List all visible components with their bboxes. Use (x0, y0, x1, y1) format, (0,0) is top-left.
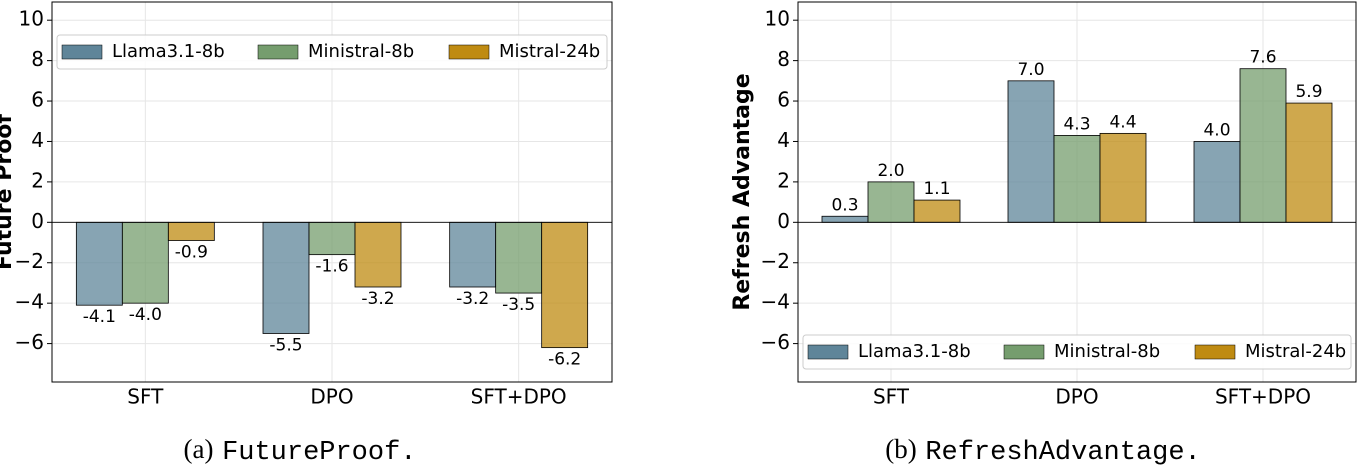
caption-label: (b) (885, 434, 916, 464)
caption-name: RefreshAdvantage. (925, 438, 1200, 467)
bar (913, 199, 961, 223)
y-tick-label: 8 (777, 47, 790, 71)
bar (354, 221, 402, 288)
bar (308, 221, 356, 256)
bar (121, 221, 169, 304)
y-tick-label: 4 (777, 128, 790, 152)
x-tick-label: SFT (873, 385, 910, 409)
bar (167, 221, 215, 241)
chart: −6 −4 −2 0 2 4 6 8 10 SFT DPO SFT+DPO -4.1 -5.5 -3.2 -4… (0, 1, 613, 467)
value-label: -4.0 (129, 305, 162, 325)
plot-frame (51, 1, 613, 383)
value-label: 7.0 (1017, 60, 1044, 80)
caption: (b) RefreshAdvantage. (885, 434, 1201, 467)
value-label: -0.9 (175, 243, 208, 263)
bar (262, 221, 310, 334)
value-label: -6.2 (548, 350, 581, 370)
legend-box (56, 34, 608, 70)
legend-swatch (1003, 344, 1045, 360)
bar (541, 221, 589, 349)
caption-name: FutureProof. (222, 438, 416, 467)
legend-swatch (1194, 344, 1236, 360)
y-tick-label: −6 (761, 330, 790, 354)
y-tick-label: −4 (15, 290, 44, 314)
y-tick-label: −2 (15, 249, 44, 273)
y-tick-label: 2 (31, 168, 44, 192)
bar (1007, 80, 1055, 223)
y-tick-label: 6 (777, 88, 790, 112)
legend-label: Ministral-8b (1054, 341, 1160, 362)
bar (75, 221, 123, 306)
bar (1193, 141, 1241, 223)
legend-label: Llama3.1-8b (112, 41, 225, 62)
y-tick-label: 10 (19, 7, 44, 31)
value-label: 2.0 (877, 161, 904, 181)
bar (1053, 135, 1101, 223)
y-tick-label: 4 (31, 128, 44, 152)
value-label: 4.3 (1063, 114, 1090, 134)
value-label: -1.6 (315, 257, 348, 277)
y-tick-label: −6 (15, 330, 44, 354)
x-tick-label: SFT (127, 385, 164, 409)
value-label: -5.5 (269, 335, 302, 355)
value-label: 0.3 (831, 195, 858, 215)
y-tick-label: 0 (31, 209, 44, 233)
legend-swatch (807, 344, 849, 360)
legend-swatch (257, 44, 299, 60)
legend-label: Llama3.1-8b (858, 341, 971, 362)
bar (867, 181, 915, 223)
value-label: -4.1 (83, 307, 116, 327)
y-tick-label: 0 (777, 209, 790, 233)
chart: −6 −4 −2 0 2 4 6 8 10 SFT DPO SFT+DPO 0.3 7.0 4.0 2.0 4.… (730, 1, 1357, 467)
y-tick-label: −4 (761, 290, 790, 314)
y-tick-label: −2 (761, 249, 790, 273)
bar (1285, 102, 1333, 223)
value-label: -3.2 (361, 289, 394, 309)
caption-label: (a) (184, 434, 214, 464)
bar (1239, 68, 1287, 223)
legend-swatch (61, 44, 103, 60)
value-label: 4.4 (1109, 112, 1136, 132)
bar (1099, 132, 1147, 223)
y-tick-label: 6 (31, 88, 44, 112)
legend-label: Mistral-24b (499, 41, 600, 62)
value-label: 5.9 (1295, 82, 1322, 102)
legend-label: Ministral-8b (308, 41, 414, 62)
y-tick-label: 2 (777, 168, 790, 192)
legend-swatch (448, 44, 490, 60)
value-label: -3.2 (456, 289, 489, 309)
bar (821, 215, 869, 223)
legend-box (802, 334, 1352, 370)
value-label: -3.5 (502, 295, 535, 315)
value-label: 4.0 (1203, 120, 1230, 140)
caption: (a) FutureProof. (184, 434, 417, 467)
value-label: 7.6 (1249, 48, 1276, 68)
bar (495, 221, 543, 294)
legend-label: Mistral-24b (1245, 341, 1346, 362)
x-tick-label: SFT+DPO (1215, 385, 1311, 409)
plot-frame (797, 1, 1357, 383)
x-tick-label: DPO (310, 385, 353, 409)
y-axis-label: Future Proof (0, 114, 17, 270)
y-tick-label: 10 (765, 7, 790, 31)
x-tick-label: SFT+DPO (471, 385, 567, 409)
value-label: 1.1 (923, 179, 950, 199)
bar (449, 221, 497, 288)
x-tick-label: DPO (1055, 385, 1098, 409)
y-axis-label: Refresh Advantage (730, 73, 755, 310)
y-tick-label: 8 (31, 47, 44, 71)
